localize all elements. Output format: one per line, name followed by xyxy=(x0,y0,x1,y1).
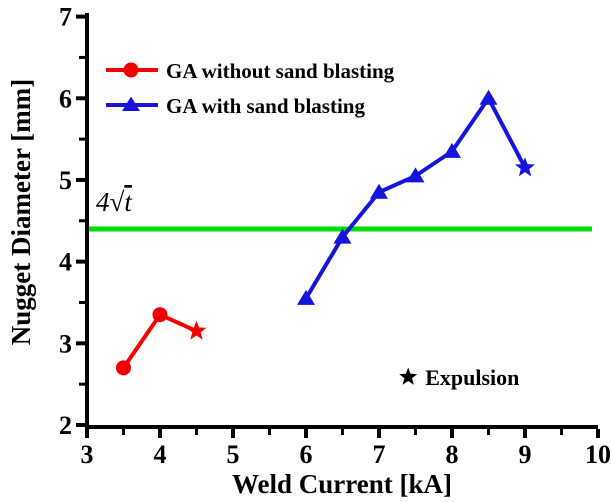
triangle-marker-icon xyxy=(333,228,352,244)
chart-legend: GA without sand blasting GA with sand bl… xyxy=(106,59,395,118)
x-tick-label: 3 xyxy=(81,440,94,469)
star-marker-icon xyxy=(515,157,535,177)
series-with-sand-blasting xyxy=(297,89,535,305)
y-tick-label: 3 xyxy=(59,329,72,358)
x-tick-label: 4 xyxy=(154,440,167,469)
x-tick-label: 8 xyxy=(446,440,459,469)
legend-entry-with-sand-blasting: GA with sand blasting xyxy=(106,94,365,118)
y-tick-label: 7 xyxy=(59,3,72,32)
data-series-group xyxy=(116,89,535,376)
y-tick-label: 5 xyxy=(59,166,72,195)
legend-entry-without-sand-blasting: GA without sand blasting xyxy=(106,59,395,83)
triangle-marker-icon xyxy=(406,167,425,183)
series-line xyxy=(121,312,199,370)
circle-marker-icon xyxy=(116,360,131,376)
legend-triangle-marker-icon xyxy=(122,96,140,111)
star-marker-icon xyxy=(186,320,207,340)
expulsion-star-icon xyxy=(399,367,418,385)
legend-label: GA without sand blasting xyxy=(166,59,395,83)
x-tick-label: 9 xyxy=(519,440,532,469)
y-tick-label: 2 xyxy=(59,411,72,440)
triangle-marker-icon xyxy=(443,142,461,158)
y-axis-title: Nugget Diameter [mm] xyxy=(6,79,36,345)
expulsion-annotation: Expulsion xyxy=(399,365,519,390)
reference-line-label: 4√t xyxy=(96,187,133,217)
series-without-sand-blasting xyxy=(116,307,207,376)
legend-label: GA with sand blasting xyxy=(166,94,365,118)
series-line xyxy=(304,96,527,301)
triangle-marker-icon xyxy=(297,289,315,305)
x-tick-label: 6 xyxy=(300,440,313,469)
y-tick-label: 4 xyxy=(59,248,72,277)
triangle-marker-icon xyxy=(479,89,498,105)
x-axis-title: Weld Current [kA] xyxy=(232,469,452,499)
y-tick-label: 6 xyxy=(59,84,72,113)
x-tick-label: 7 xyxy=(373,440,386,469)
legend-circle-marker-icon xyxy=(123,62,139,78)
triangle-marker-icon xyxy=(370,183,388,199)
x-tick-label: 5 xyxy=(227,440,240,469)
expulsion-label: Expulsion xyxy=(425,365,519,390)
circle-marker-icon xyxy=(152,307,168,323)
x-tick-label: 10 xyxy=(585,440,611,469)
